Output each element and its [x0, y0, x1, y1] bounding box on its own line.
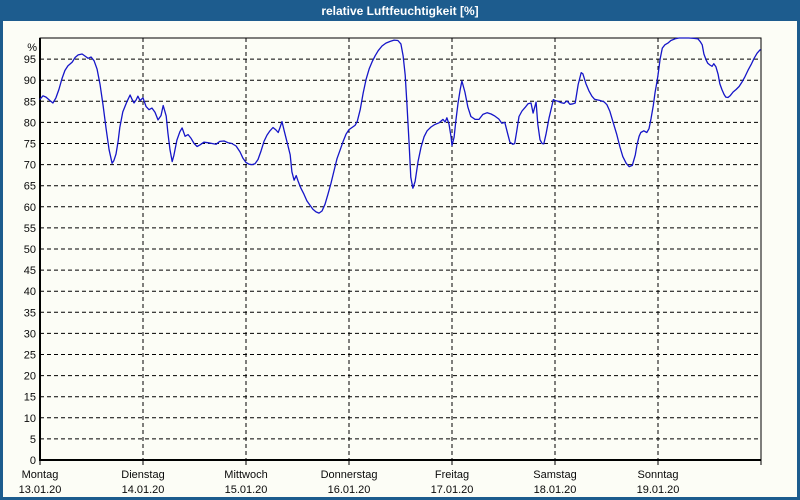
y-axis-label: 60 [24, 202, 36, 214]
x-axis-date-label: 13.01.20 [19, 484, 62, 496]
humidity-line-series [39, 37, 761, 214]
y-axis-label: 10 [24, 413, 36, 425]
y-axis-label: 80 [24, 117, 36, 129]
y-axis-label: 65 [24, 181, 36, 193]
y-axis-label: 90 [24, 75, 36, 87]
x-axis-date-label: 17.01.20 [431, 484, 474, 496]
x-axis-day-label: Sonntag [638, 469, 679, 481]
x-axis-date-label: 16.01.20 [328, 484, 371, 496]
y-axis-label: 25 [24, 350, 36, 362]
y-axis-label: 40 [24, 286, 36, 298]
x-axis-date-label: 19.01.20 [637, 484, 680, 496]
x-axis-day-label: Montag [22, 469, 59, 481]
x-axis-day-label: Samstag [533, 469, 576, 481]
x-axis-day-label: Donnerstag [321, 469, 378, 481]
x-axis-date-label: 18.01.20 [534, 484, 577, 496]
y-axis-label: 70 [24, 160, 36, 172]
x-axis-day-label: Freitag [435, 469, 469, 481]
x-axis-day-label: Mittwoch [224, 469, 267, 481]
y-axis-label: 5 [30, 434, 36, 446]
y-axis-label: 35 [24, 307, 36, 319]
title-bar: relative Luftfeuchtigkeit [%] [0, 0, 800, 21]
y-axis-label: 95 [24, 54, 36, 66]
window-title: relative Luftfeuchtigkeit [%] [321, 3, 479, 18]
x-axis-date-label: 14.01.20 [122, 484, 165, 496]
y-axis-label: 85 [24, 96, 36, 108]
y-axis-label: 75 [24, 139, 36, 151]
y-axis-label: 50 [24, 244, 36, 256]
x-axis-day-label: Dienstag [121, 469, 164, 481]
y-axis-label: 0 [30, 455, 36, 467]
y-axis-label: 30 [24, 328, 36, 340]
y-axis-label: 55 [24, 223, 36, 235]
y-axis-label: 15 [24, 392, 36, 404]
y-axis-label: 20 [24, 371, 36, 383]
y-axis-label: 45 [24, 265, 36, 277]
y-axis-unit-label: % [27, 42, 37, 54]
x-axis-date-label: 15.01.20 [225, 484, 268, 496]
chart-panel: 0 5 10 15 20 25 30 35 40 45 50 55 60 65 70 75 80 85 90 95% M… [3, 21, 797, 497]
